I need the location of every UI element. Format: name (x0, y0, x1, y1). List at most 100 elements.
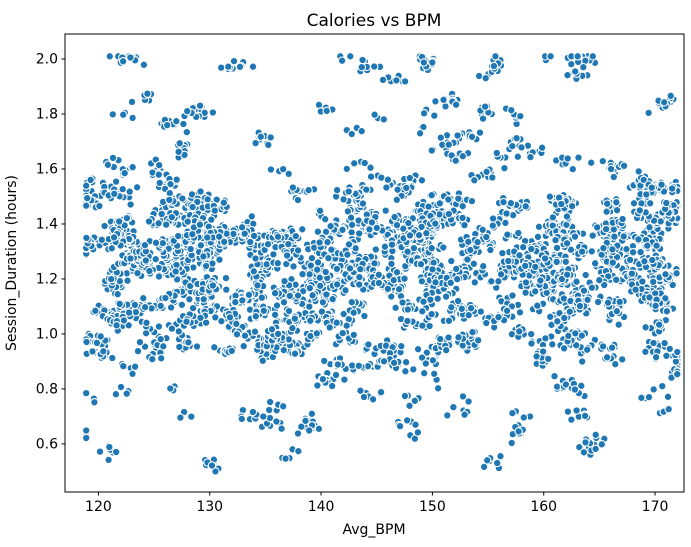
data-point (148, 354, 157, 364)
data-point (130, 362, 140, 371)
data-point (293, 195, 303, 205)
data-point (502, 306, 512, 316)
data-point (265, 397, 275, 407)
data-point (580, 411, 590, 421)
data-point (315, 281, 325, 291)
data-point (499, 197, 508, 207)
data-point (482, 318, 491, 328)
data-point (433, 294, 442, 303)
data-point (305, 270, 314, 279)
data-point (323, 237, 332, 247)
data-point (444, 333, 453, 342)
data-point (176, 413, 185, 422)
y-tick-label: 0.6 (36, 436, 58, 452)
data-point (383, 175, 393, 184)
data-point (574, 153, 583, 162)
data-point (644, 108, 653, 118)
data-point (428, 356, 438, 365)
data-point (649, 338, 658, 348)
data-point (447, 303, 456, 312)
data-point (473, 336, 483, 345)
data-point (422, 228, 431, 238)
data-point (187, 190, 197, 199)
data-point (516, 111, 525, 121)
data-point (282, 251, 292, 260)
data-point (592, 223, 602, 232)
data-point (460, 410, 469, 419)
data-point (154, 272, 164, 281)
data-point (625, 255, 635, 265)
data-point (664, 404, 673, 414)
data-point (454, 194, 463, 203)
data-point (612, 198, 621, 207)
data-point (436, 133, 446, 142)
data-point (382, 183, 391, 192)
data-point (482, 167, 491, 177)
data-point (400, 77, 410, 86)
data-point (290, 314, 300, 323)
data-point (672, 269, 681, 278)
data-point (113, 289, 122, 299)
data-point (550, 371, 559, 381)
data-point (562, 270, 572, 279)
data-point (279, 298, 289, 307)
data-point (645, 199, 655, 208)
data-point (171, 267, 180, 276)
data-point (112, 321, 121, 330)
data-point (392, 268, 402, 277)
data-point (427, 146, 437, 155)
data-point (188, 202, 197, 212)
y-axis-label: Session_Duration (hours) (4, 175, 20, 351)
data-point (177, 300, 187, 310)
data-point (466, 303, 476, 313)
data-point (481, 73, 490, 83)
data-point (376, 387, 386, 397)
data-point (637, 393, 646, 403)
data-point (109, 233, 119, 242)
data-point (272, 301, 282, 310)
data-point (393, 185, 402, 194)
data-point (482, 232, 491, 242)
data-point (545, 192, 555, 201)
data-point (419, 58, 429, 67)
data-point (288, 183, 298, 192)
data-point (196, 241, 206, 250)
data-point (534, 222, 544, 232)
data-point (428, 265, 437, 274)
data-point (157, 209, 166, 219)
data-point (290, 349, 300, 358)
data-point (433, 384, 443, 393)
data-point (264, 405, 274, 415)
data-point (419, 109, 429, 118)
data-point (306, 316, 315, 325)
data-point (618, 214, 627, 224)
data-point (391, 303, 400, 313)
data-point (389, 275, 398, 285)
data-point (214, 232, 224, 241)
data-point (392, 76, 401, 85)
data-point (281, 454, 290, 463)
data-point (381, 206, 390, 215)
data-point (415, 129, 425, 138)
data-point (652, 241, 661, 250)
data-point (183, 217, 192, 226)
data-point (619, 161, 629, 171)
data-point (439, 243, 448, 252)
data-point (95, 201, 104, 211)
data-point (90, 398, 99, 407)
data-point (610, 232, 619, 241)
data-point (451, 264, 461, 274)
data-point (392, 220, 402, 230)
data-point (572, 406, 581, 415)
data-point (270, 288, 280, 298)
data-point (279, 345, 289, 355)
data-point (366, 172, 376, 181)
data-point (476, 307, 486, 316)
data-point (449, 402, 458, 412)
data-point (657, 180, 666, 189)
data-point (565, 307, 575, 316)
data-point (496, 451, 505, 461)
data-point (488, 214, 498, 223)
y-axis: 0.6 0.8 1.0 1.2 1.4 1.6 1.8 2.0 (36, 52, 65, 452)
